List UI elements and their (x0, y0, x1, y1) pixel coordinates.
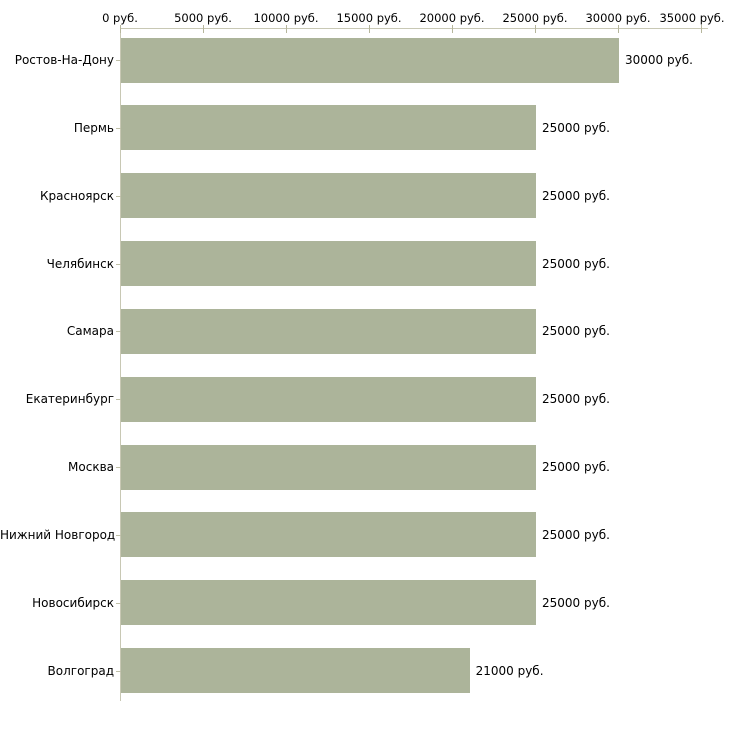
value-label: 25000 руб. (542, 460, 610, 475)
y-tick-mark (116, 534, 121, 536)
value-label: 25000 руб. (542, 256, 610, 271)
category-label: Челябинск (46, 256, 114, 271)
value-label: 25000 руб. (542, 392, 610, 407)
y-tick-mark (116, 127, 121, 129)
bar (121, 512, 536, 558)
category-label: Москва (68, 460, 114, 475)
x-tick-label: 15000 руб. (336, 11, 402, 25)
bar (121, 173, 536, 219)
y-tick-mark (116, 60, 121, 61)
category-label: Красноярск (40, 188, 114, 203)
category-label: Новосибирск (32, 595, 114, 610)
y-axis-line (120, 28, 121, 701)
y-tick-mark (116, 467, 121, 469)
bar (121, 241, 536, 287)
bar (121, 376, 536, 422)
value-label: 25000 руб. (542, 527, 610, 542)
y-tick-mark (116, 195, 121, 197)
bar (121, 105, 536, 151)
bar (121, 648, 470, 694)
x-tick-mark (286, 25, 287, 33)
category-label: Екатеринбург (25, 392, 114, 407)
x-tick-label: 5000 руб. (174, 11, 232, 25)
value-label: 25000 руб. (542, 120, 610, 135)
category-label: Волгоград (47, 663, 114, 678)
y-tick-mark (116, 602, 121, 604)
x-tick-label: 25000 руб. (502, 11, 568, 25)
x-tick-label: 10000 руб. (253, 11, 319, 25)
x-tick-mark (618, 25, 619, 33)
x-tick-mark (701, 25, 702, 33)
category-label: Пермь (73, 120, 114, 135)
bar (121, 580, 536, 626)
x-axis-line (120, 28, 708, 29)
bar (121, 444, 536, 490)
value-label: 25000 руб. (542, 324, 610, 339)
x-tick-label: 30000 руб. (585, 11, 651, 25)
y-tick-mark (116, 263, 121, 265)
bar (121, 37, 619, 83)
x-tick-mark (203, 25, 204, 33)
category-label: Самара (66, 324, 114, 339)
value-label: 21000 руб. (475, 663, 544, 678)
bar (121, 308, 536, 354)
x-tick-mark (120, 25, 121, 33)
x-tick-mark (452, 25, 453, 33)
x-tick-label: 0 руб. (102, 11, 138, 25)
value-label: 25000 руб. (542, 595, 610, 610)
y-tick-mark (116, 399, 121, 401)
x-tick-label: 35000 руб. (659, 11, 725, 25)
category-label: Ростов-На-Дону (14, 53, 114, 67)
category-label: Нижний Новгород (0, 527, 116, 542)
y-tick-mark (116, 331, 121, 333)
value-label: 25000 руб. (542, 188, 610, 203)
x-tick-mark (535, 25, 536, 33)
x-tick-label: 20000 руб. (419, 11, 485, 25)
y-tick-mark (116, 670, 121, 672)
x-tick-mark (369, 25, 370, 33)
value-label: 30000 руб. (625, 53, 693, 67)
